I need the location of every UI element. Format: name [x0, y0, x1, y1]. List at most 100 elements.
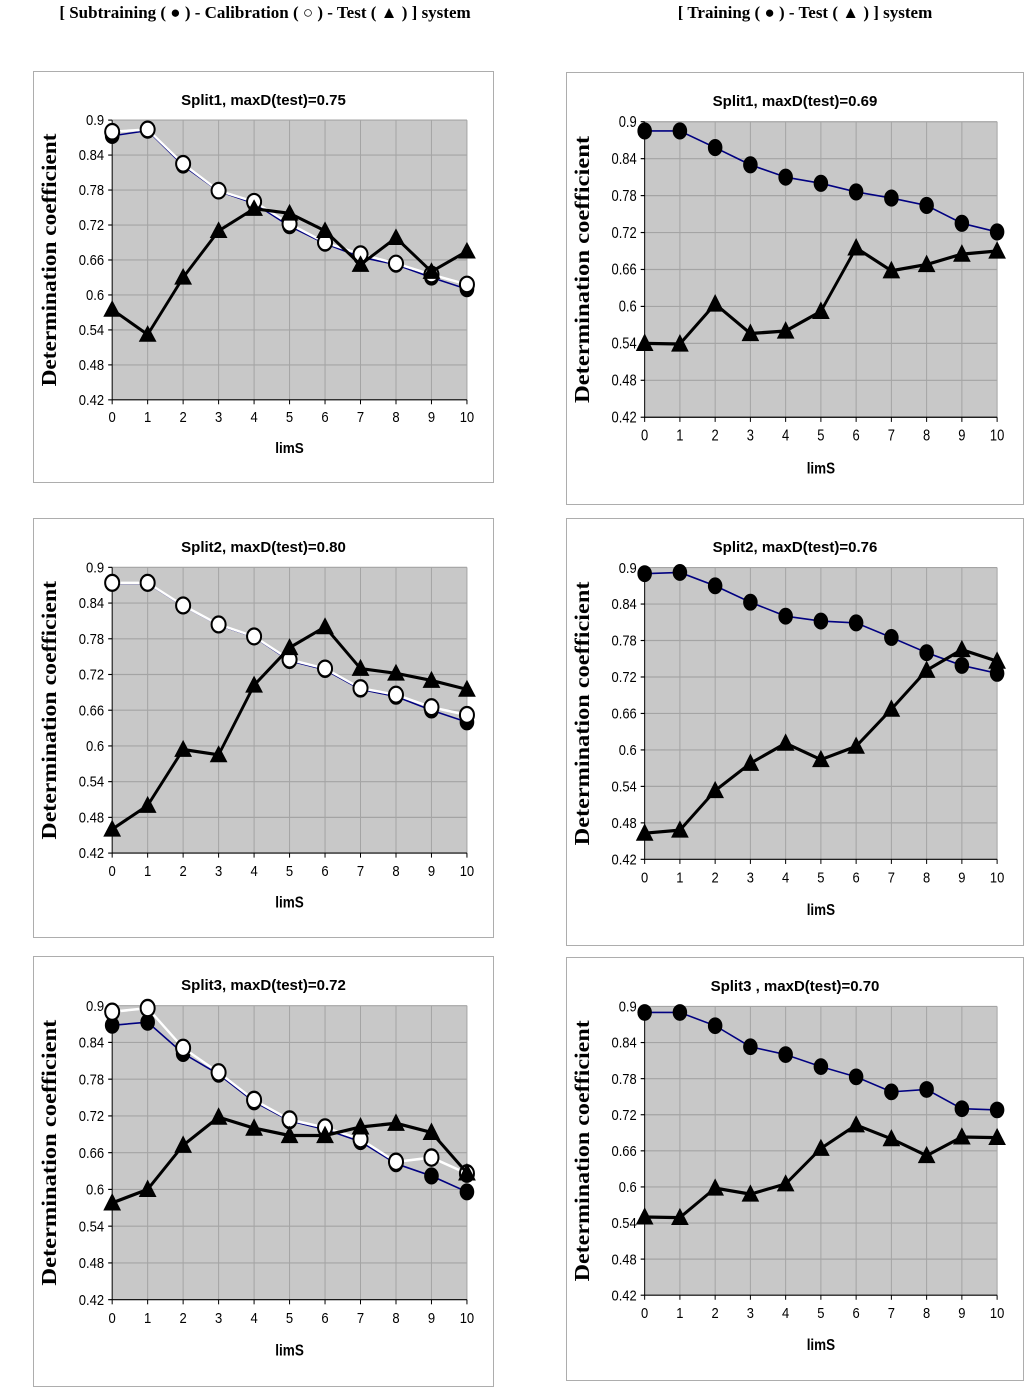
x-tick-label: 2	[180, 409, 187, 425]
x-tick-label: 8	[392, 862, 399, 879]
marker-training	[919, 1081, 934, 1098]
x-tick-label: 4	[782, 427, 789, 444]
marker-test	[917, 254, 936, 273]
x-tick-label: 2	[180, 862, 187, 879]
x-tick-label: 10	[460, 409, 475, 425]
marker-test	[776, 321, 795, 339]
y-axis-title: Determination coefficient	[570, 1020, 593, 1282]
marker-test	[988, 651, 1006, 669]
marker-training	[848, 1068, 864, 1086]
marker-subtraining	[459, 1183, 475, 1201]
x-tick-label: 10	[990, 869, 1005, 886]
x-axis-title: limS	[807, 1337, 836, 1354]
marker-calibration	[246, 627, 263, 646]
marker-test	[422, 262, 441, 279]
y-tick-label: 0.54	[79, 773, 105, 790]
x-tick-label: 4	[250, 862, 257, 879]
x-tick-label: 6	[321, 409, 329, 425]
y-tick-label: 0.54	[612, 778, 637, 795]
y-tick-label: 0.72	[79, 666, 105, 683]
marker-test	[706, 780, 724, 799]
marker-test	[458, 1162, 476, 1181]
x-tick-label: 0	[641, 427, 648, 444]
marker-test	[209, 1107, 228, 1125]
marker-training	[743, 156, 758, 174]
marker-test	[458, 679, 476, 697]
marker-test	[953, 244, 971, 262]
x-tick-label: 8	[923, 427, 930, 444]
chart-title: Split3, maxD(test)=0.72	[181, 977, 346, 994]
x-tick-label: 3	[747, 869, 754, 886]
marker-test	[387, 1113, 405, 1131]
y-axis-title: Determination coefficient	[37, 133, 61, 387]
y-tick-label: 0.48	[79, 1254, 104, 1271]
chart-box-split1-right: Split1, maxD(test)=0.69 0.9 0.84 0.78 0.72 0…	[566, 72, 1024, 505]
x-tick-label: 4	[782, 1304, 789, 1321]
x-tick-label: 0	[109, 862, 116, 879]
x-tick-label: 10	[460, 862, 475, 879]
y-tick-label: 0.9	[619, 998, 637, 1015]
y-tick-label: 0.42	[79, 1291, 104, 1308]
marker-test	[174, 739, 193, 757]
y-tick-label: 0.66	[79, 252, 105, 268]
marker-calibration	[281, 1110, 298, 1129]
marker-calibration	[139, 573, 156, 592]
y-tick-label: 0.6	[86, 737, 104, 754]
x-tick-label: 1	[676, 869, 683, 886]
x-tick-label: 7	[888, 1304, 895, 1321]
y-tick-label: 0.54	[79, 1217, 104, 1234]
y-tick-label: 0.84	[612, 150, 637, 167]
x-tick-label: 3	[215, 862, 222, 879]
x-tick-label: 3	[215, 409, 223, 425]
y-tick-label: 0.9	[619, 113, 637, 130]
marker-test	[635, 1207, 654, 1225]
marker-test	[953, 1127, 971, 1145]
y-tick-label: 0.48	[79, 357, 105, 373]
x-tick-label: 6	[853, 427, 860, 444]
y-tick-label: 0.42	[612, 851, 637, 868]
chart-box-split2-left: Split2, maxD(test)=0.80 0.9 0.84 0.78 0.72 0…	[33, 518, 494, 938]
header-left-system-label: [ Subtraining ( ● ) - Calibration ( ○ ) …	[59, 3, 471, 22]
marker-test	[422, 670, 441, 688]
marker-calibration	[387, 1152, 405, 1172]
marker-calibration	[210, 181, 227, 200]
x-tick-label: 1	[676, 427, 683, 444]
marker-training	[919, 196, 934, 215]
marker-calibration	[458, 275, 475, 294]
x-tick-label: 9	[428, 1309, 435, 1326]
y-tick-label: 0.84	[79, 147, 105, 163]
marker-test	[988, 1127, 1006, 1146]
marker-test	[917, 1145, 936, 1164]
chart-canvas: 0.90.840.780.720.660.60.540.480.420 1 2 3 4 5…	[570, 559, 1006, 919]
marker-calibration	[387, 685, 405, 704]
marker-test	[458, 241, 476, 259]
marker-test	[988, 241, 1006, 259]
marker-training	[813, 1058, 829, 1075]
header-right-system-label: [ Training ( ● ) - Test ( ▲ ) ] system	[677, 3, 933, 22]
marker-test	[776, 1174, 795, 1192]
marker-test	[917, 660, 936, 678]
y-tick-label: 0.84	[79, 1034, 104, 1051]
x-tick-label: 5	[817, 427, 824, 444]
marker-training	[884, 1083, 899, 1101]
marker-calibration	[317, 659, 334, 678]
y-tick-label: 0.9	[86, 559, 104, 576]
marker-training	[989, 223, 1005, 241]
chart-canvas: 0.90.840.780.720.660.60.540.480.420 1 2 3 4 5…	[38, 997, 476, 1360]
x-tick-label: 3	[215, 1309, 222, 1326]
chart-title: Split2, maxD(test)=0.76	[712, 539, 878, 556]
x-tick-label: 0	[109, 1309, 116, 1326]
y-axis-title: Determination coefficient	[38, 1019, 61, 1285]
marker-test	[103, 819, 122, 837]
x-tick-label: 8	[923, 1304, 930, 1321]
marker-calibration	[246, 1090, 263, 1110]
x-tick-label: 1	[144, 862, 151, 879]
x-tick-label: 7	[357, 862, 364, 879]
marker-test	[280, 203, 299, 221]
x-tick-label: 6	[853, 869, 860, 886]
marker-calibration	[104, 1002, 121, 1022]
y-tick-label: 0.6	[619, 298, 637, 315]
marker-test	[245, 1118, 263, 1136]
marker-training	[778, 1046, 793, 1063]
x-tick-label: 5	[286, 1309, 293, 1326]
